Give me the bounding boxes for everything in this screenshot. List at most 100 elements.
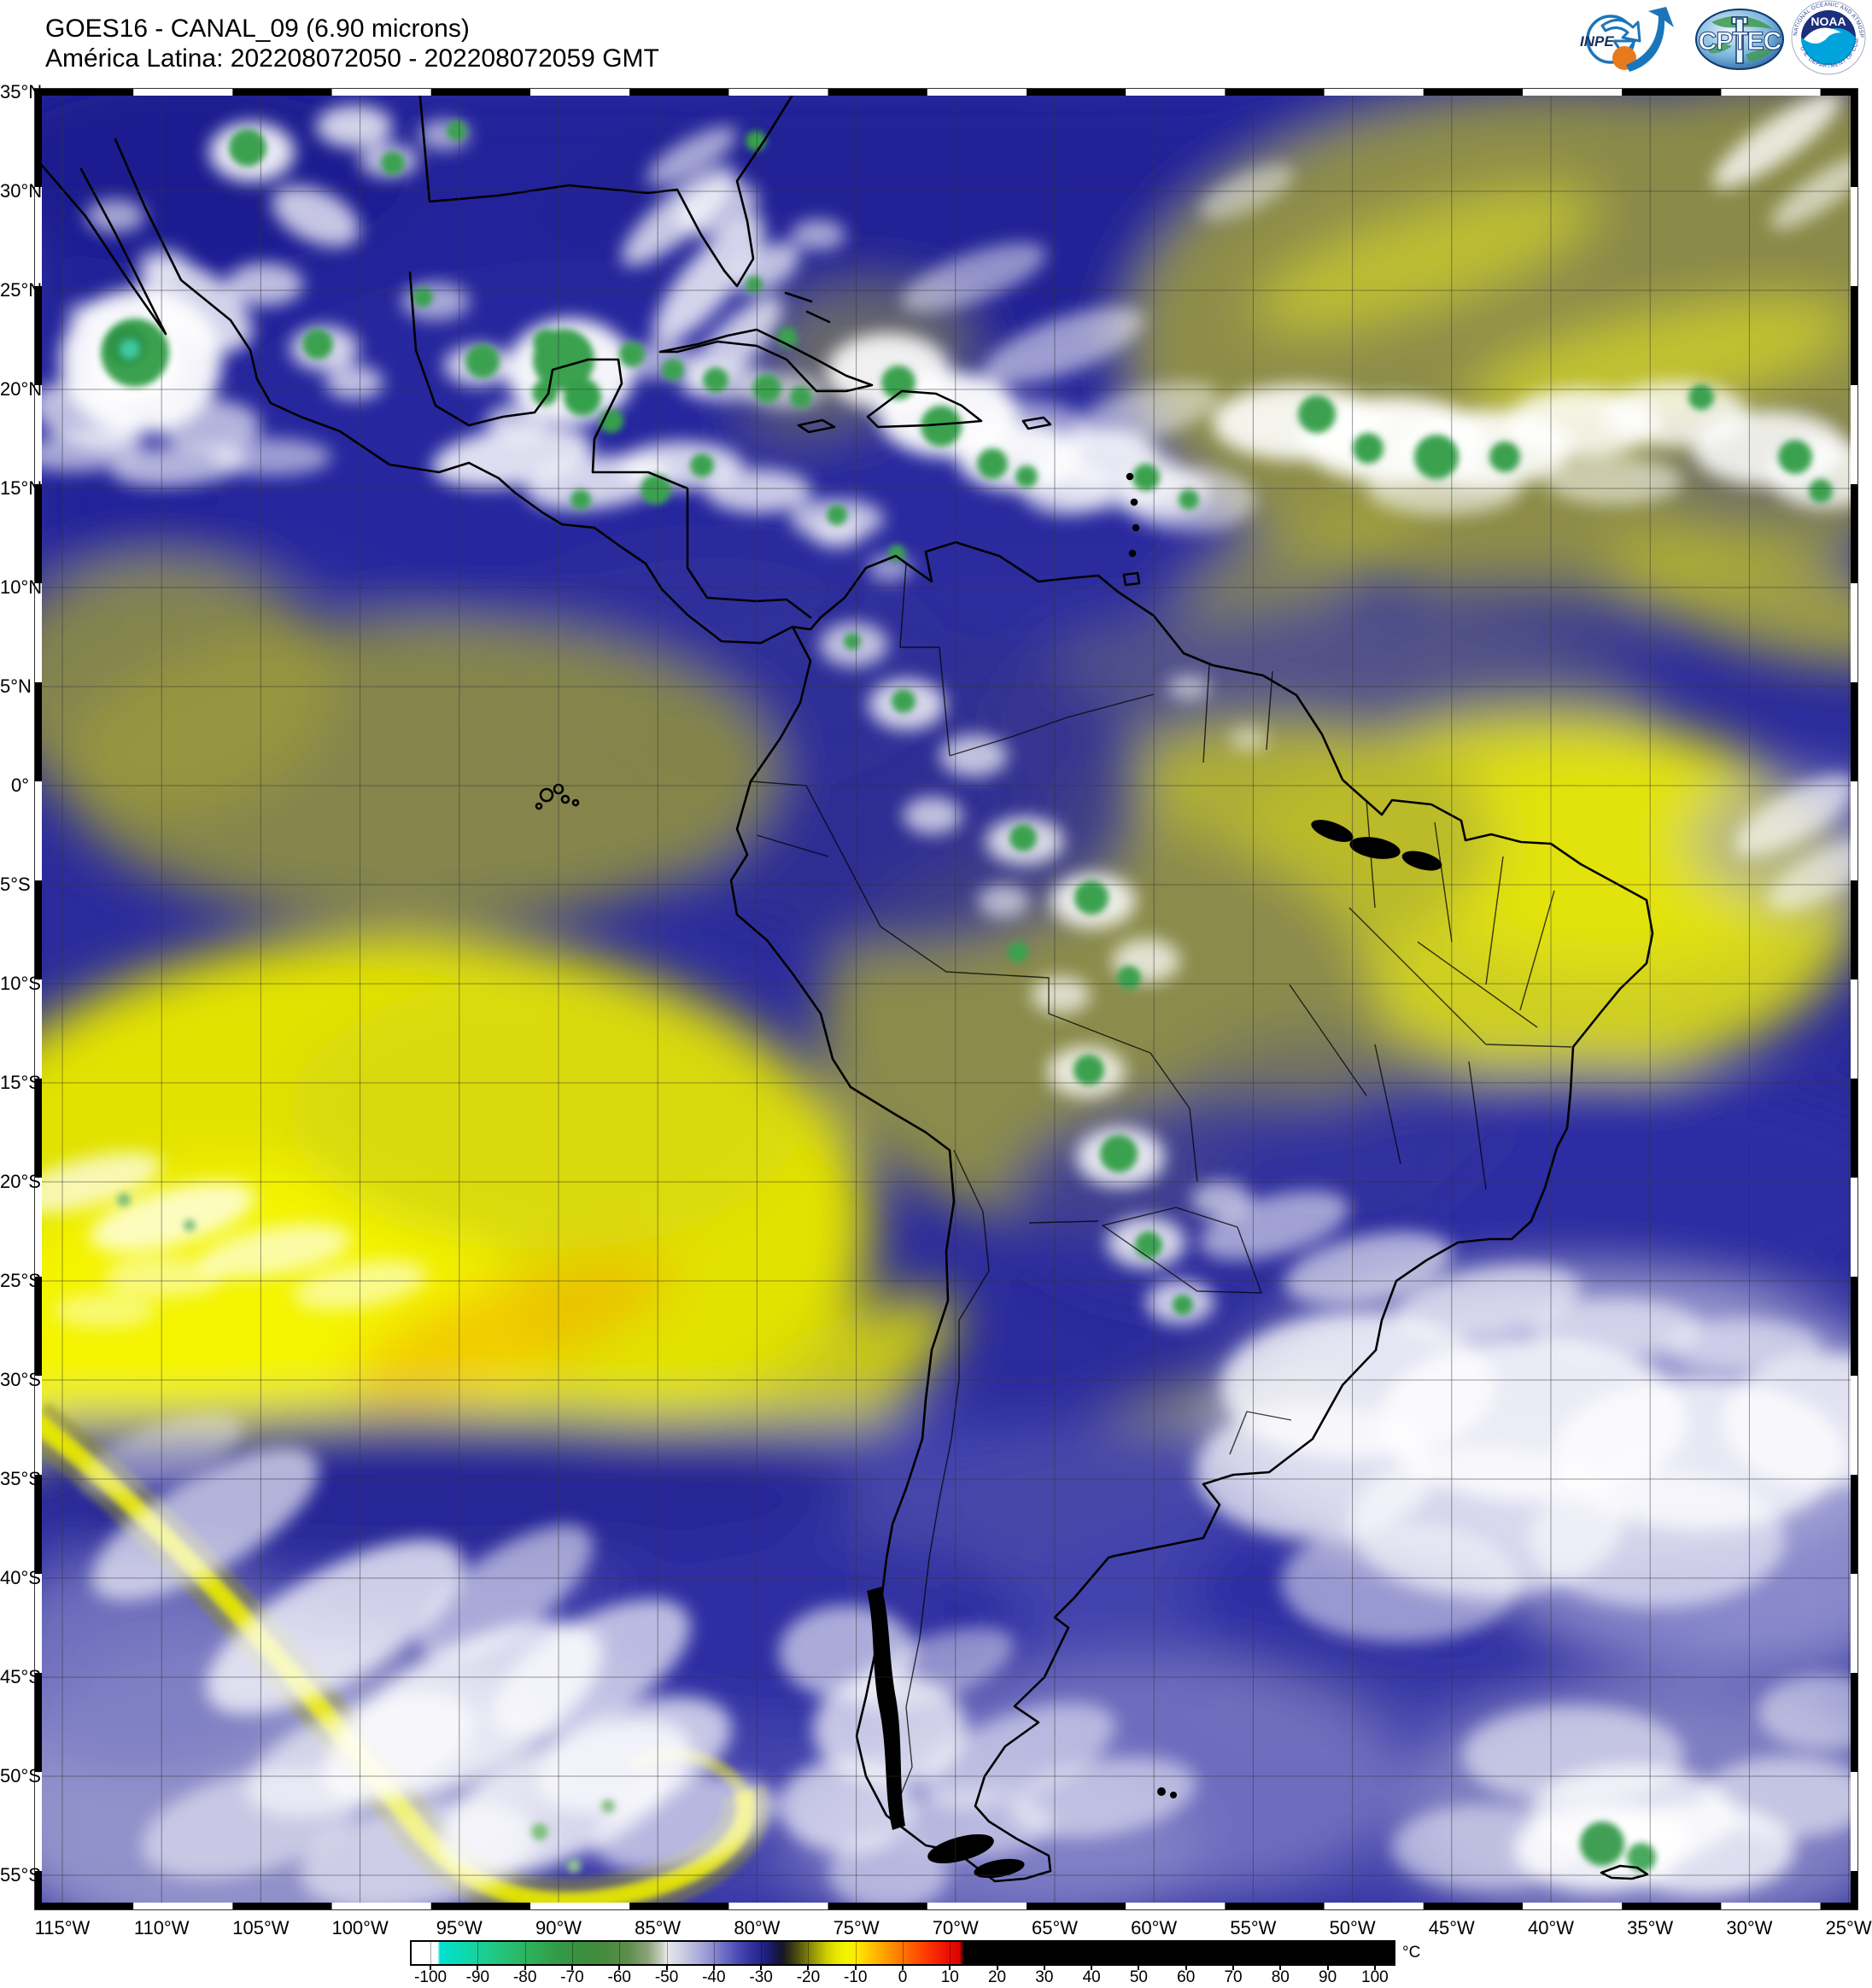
colorbar-tick-mark — [477, 1965, 479, 1970]
lat-label: 10°N — [0, 576, 43, 598]
colorbar-tick-mark — [1043, 1965, 1045, 1970]
border-segment — [34, 1772, 42, 1871]
colorbar-tick-mark — [1232, 1965, 1235, 1970]
colorbar-tick-label: 60 — [1177, 1968, 1196, 1986]
colorbar-inline-tick — [619, 1942, 621, 1964]
colorbar-inline-tick — [1374, 1942, 1376, 1964]
lat-label: 55°S — [0, 1864, 41, 1886]
border-segment — [1851, 88, 1858, 187]
border-segment — [34, 583, 42, 682]
cptec-logo: CPTEC — [1695, 9, 1784, 70]
border-segment — [1851, 1079, 1858, 1178]
product-subtitle: América Latina: 202208072050 - 202208072… — [45, 44, 659, 73]
border-segment — [629, 1903, 729, 1910]
border-segment — [34, 880, 42, 979]
lat-label: 20°S — [0, 1171, 41, 1192]
colorbar-tick-label: -10 — [843, 1968, 868, 1986]
border-segment — [1622, 1903, 1722, 1910]
colorbar-tick-label: -20 — [796, 1968, 821, 1986]
lon-label: 90°W — [535, 1917, 582, 1938]
lat-label: 10°S — [0, 973, 41, 994]
satellite-map — [34, 88, 1858, 1910]
border-segment — [927, 88, 1027, 96]
colorbar-tick-label: 10 — [940, 1968, 959, 1986]
border-segment — [1225, 88, 1325, 96]
colorbar-tick-mark — [1091, 1965, 1093, 1970]
border-segment — [1324, 1903, 1424, 1910]
border-segment — [34, 484, 42, 583]
lat-label: 30°N — [0, 180, 43, 202]
border-segment — [34, 385, 42, 484]
border-segment — [1851, 1277, 1858, 1376]
colorbar-inline-tick — [761, 1942, 763, 1964]
lon-label: 75°W — [833, 1917, 880, 1938]
lat-label: 25°N — [0, 279, 43, 301]
colorbar-inline-tick — [1327, 1942, 1329, 1964]
border-segment — [34, 1673, 42, 1772]
terrain-black — [867, 820, 1442, 1879]
border-segment — [629, 88, 729, 96]
border-segment — [34, 88, 134, 96]
colorbar-tick-mark — [1138, 1965, 1140, 1970]
border-segment — [1721, 88, 1821, 96]
colorbar-tick-mark — [618, 1965, 621, 1970]
border-segment — [34, 286, 42, 385]
lon-label: 105°W — [232, 1917, 290, 1938]
border-segment — [1324, 88, 1424, 96]
colorbar-inline-tick — [1091, 1942, 1093, 1964]
border-segment — [34, 187, 42, 286]
water-vapor-image — [34, 88, 1858, 1910]
colorbar-unit: °C — [1402, 1944, 1421, 1962]
colorbar-tick-mark — [807, 1965, 810, 1970]
lat-label: 0° — [10, 775, 29, 796]
colorbar-tick-mark — [996, 1965, 998, 1970]
colorbar-inline-tick — [713, 1942, 715, 1964]
border-segment — [430, 88, 530, 96]
colorbar-tick-mark — [524, 1965, 526, 1970]
border-segment — [133, 1903, 233, 1910]
border-segment — [1523, 1903, 1623, 1910]
lat-label: 5°S — [0, 874, 31, 895]
border-segment — [828, 88, 927, 96]
border-segment — [1851, 781, 1858, 880]
border-segment — [1851, 1376, 1858, 1475]
colorbar-tick-mark — [1373, 1965, 1376, 1970]
lon-label: 45°W — [1428, 1917, 1475, 1938]
border-segment — [1423, 1903, 1523, 1910]
border-segment — [331, 1903, 431, 1910]
border-segment — [232, 88, 332, 96]
colorbar-inline-tick — [1185, 1942, 1187, 1964]
colorbar-tick-label: 80 — [1271, 1968, 1290, 1986]
colorbar-tick-mark — [665, 1965, 668, 1970]
lon-label: 100°W — [331, 1917, 389, 1938]
lon-label: 85°W — [635, 1917, 682, 1938]
colorbar-tick-mark — [949, 1965, 951, 1970]
colorbar-inline-tick — [1280, 1942, 1282, 1964]
colorbar-tick-label: -50 — [654, 1968, 679, 1986]
border-segment — [1851, 1178, 1858, 1277]
graticule — [34, 88, 1858, 1910]
inpe-logo-text: INPE — [1580, 33, 1614, 50]
border-segment — [1225, 1903, 1325, 1910]
border-segment — [1851, 286, 1858, 385]
border-segment — [1851, 385, 1858, 484]
colorbar-tick-mark — [902, 1965, 904, 1970]
convective-cores — [101, 120, 1833, 1873]
lat-label: 15°N — [0, 477, 43, 499]
border-segment — [1523, 88, 1623, 96]
colorbar-tick-mark — [854, 1965, 857, 1970]
border-segment — [232, 1903, 332, 1910]
lat-label: 5°N — [0, 675, 32, 697]
lon-label: 40°W — [1527, 1917, 1575, 1938]
colorbar-tick-mark — [430, 1965, 432, 1970]
border-segment — [1423, 88, 1523, 96]
lat-label: 15°S — [0, 1072, 41, 1093]
border-segment — [1851, 1871, 1858, 1910]
colorbar-inline-tick — [524, 1942, 526, 1964]
lon-label: 55°W — [1230, 1917, 1277, 1938]
colorbar-tick-label: -80 — [512, 1968, 537, 1986]
map-border-zebra — [34, 88, 1858, 1910]
political-borders — [750, 563, 1572, 1816]
colorbar-inline-tick — [1044, 1942, 1045, 1964]
